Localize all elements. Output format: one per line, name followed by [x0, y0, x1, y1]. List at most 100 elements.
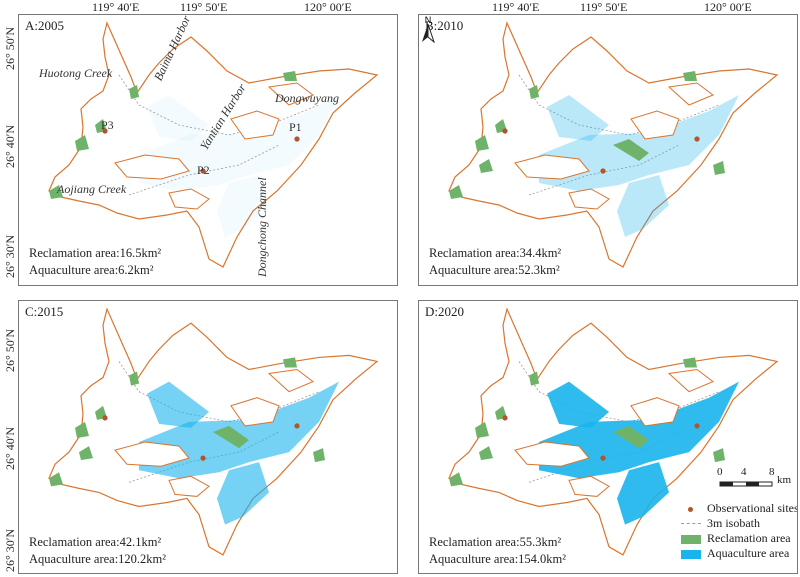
reclamation-swatch	[681, 534, 701, 544]
lon-label-6: 120° 00′E	[704, 0, 752, 14]
observational-site	[600, 168, 606, 174]
island	[568, 188, 610, 210]
reclamation-area-text: Reclamation area:42.1km²	[29, 535, 162, 549]
legend-item-aquaculture: Aquaculture area	[681, 546, 797, 561]
aquaculture-zone	[147, 95, 209, 141]
legend-item-sites: Observational sites	[681, 501, 798, 516]
aquaculture-zone	[539, 381, 739, 479]
scale-bar-graphic	[719, 481, 773, 487]
aquaculture-zone	[147, 381, 209, 428]
reclamation-patch	[313, 448, 325, 463]
lon-label-5: 119° 50′E	[580, 0, 628, 14]
site-label-p3: P3	[101, 118, 114, 132]
lat-label-1: 26° 50′N	[3, 26, 17, 70]
reclamation-patch	[129, 371, 139, 386]
aquaculture-zone	[617, 175, 669, 237]
place-huotong-creek: Huotong Creek	[39, 66, 113, 80]
observational-site	[600, 455, 606, 461]
panel-label: C:2015	[25, 304, 64, 319]
map-panel-b: B:2010 N Reclamation area:34.4km² Aquacu…	[418, 14, 798, 286]
aquaculture-area-text: Aquaculture area:120.2km²	[29, 552, 167, 566]
reclamation-patch	[475, 135, 489, 151]
reclamation-patch	[129, 85, 139, 99]
scale-tick-0: 0	[717, 466, 723, 478]
panel-label: B:2010	[425, 18, 464, 33]
reclamation-patch	[75, 421, 89, 439]
reclamation-patch	[213, 425, 249, 449]
aquaculture-swatch	[681, 549, 701, 559]
observational-site	[294, 136, 300, 142]
aquaculture-zone	[217, 462, 269, 525]
observational-site	[502, 415, 508, 421]
lat-label-4: 26° 50′N	[3, 328, 17, 372]
scale-tick-4: 4	[741, 466, 747, 478]
legend-label: Observational sites	[707, 501, 798, 515]
island	[267, 368, 314, 393]
map-layers	[448, 307, 779, 556]
observational-site	[200, 455, 206, 461]
island	[267, 82, 314, 106]
reclamation-area-text: Reclamation area:55.3km²	[429, 535, 562, 549]
aquaculture-zone	[139, 381, 339, 479]
estuary-map-c	[48, 307, 379, 556]
island	[114, 154, 190, 180]
reclamation-patch	[75, 135, 89, 151]
place-dongchong-channel: Dongchong Channel	[255, 177, 269, 277]
aquaculture-zone	[547, 381, 609, 428]
reclamation-patch	[713, 161, 725, 175]
lon-label-3: 120° 00′E	[304, 0, 352, 14]
legend-label: Reclamation area	[707, 531, 791, 545]
observational-site	[502, 128, 508, 134]
observational-site	[200, 168, 206, 174]
lon-label-1: 119° 40′E	[92, 0, 140, 14]
reclamation-patch	[283, 71, 297, 81]
aquaculture-zone	[539, 95, 739, 191]
reclamation-area-text: Reclamation area:16.5km²	[29, 246, 162, 260]
aquaculture-area-text: Aquaculture area:52.3km²	[429, 263, 560, 277]
place-aojiang-creek: Aojiang Creek	[57, 182, 127, 196]
lon-label-2: 119° 50′E	[180, 0, 228, 14]
aquaculture-zone	[217, 175, 269, 237]
observational-site	[102, 128, 108, 134]
island	[514, 441, 590, 467]
legend-item-isobath: 3m isobath	[681, 516, 797, 531]
lat-label-6: 26° 30′N	[3, 528, 17, 572]
map-panel-c: C:2015 Reclamation area:42.1km² Aquacult…	[18, 300, 398, 574]
reclamation-patch	[613, 425, 649, 449]
legend: Observational sites 3m isobath Reclamati…	[681, 501, 798, 561]
estuary-map-b	[448, 21, 779, 268]
lat-label-3: 26° 30′N	[3, 234, 17, 278]
lat-label-5: 26° 40′N	[3, 426, 17, 470]
reclamation-patch	[283, 357, 297, 368]
map-panel-a: A:2005 Huotong Creek Baima Harbor Yantia…	[18, 14, 398, 286]
scale-tick-8: 8	[769, 466, 775, 478]
north-arrow-icon: N	[422, 15, 435, 43]
observational-site	[694, 423, 700, 429]
island	[230, 110, 280, 140]
reclamation-patch	[49, 472, 63, 487]
legend-item-reclamation: Reclamation area	[681, 531, 797, 546]
reclamation-patch	[683, 71, 697, 81]
lat-label-2: 26° 40′N	[3, 124, 17, 168]
reclamation-patch	[79, 446, 93, 461]
aquaculture-zone	[617, 462, 669, 525]
island	[667, 82, 714, 106]
lon-label-4: 119° 40′E	[492, 0, 540, 14]
island	[114, 441, 190, 467]
island	[514, 154, 590, 180]
north-letter: N	[425, 15, 432, 25]
island	[230, 397, 280, 427]
reclamation-patch	[713, 448, 725, 463]
site-label-p2: P2	[197, 163, 210, 177]
reclamation-patch	[479, 446, 493, 461]
reclamation-patch	[683, 357, 697, 368]
reclamation-patch	[475, 421, 489, 439]
reclamation-patch	[479, 159, 493, 173]
reclamation-patch	[449, 185, 463, 199]
aquaculture-area-text: Aquaculture area:154.0km²	[429, 552, 567, 566]
island	[168, 188, 210, 210]
site-dot-icon	[681, 505, 701, 514]
observational-site	[102, 415, 108, 421]
reclamation-patch	[49, 185, 63, 199]
place-dongwuyang: Dongwuyang	[275, 91, 339, 105]
